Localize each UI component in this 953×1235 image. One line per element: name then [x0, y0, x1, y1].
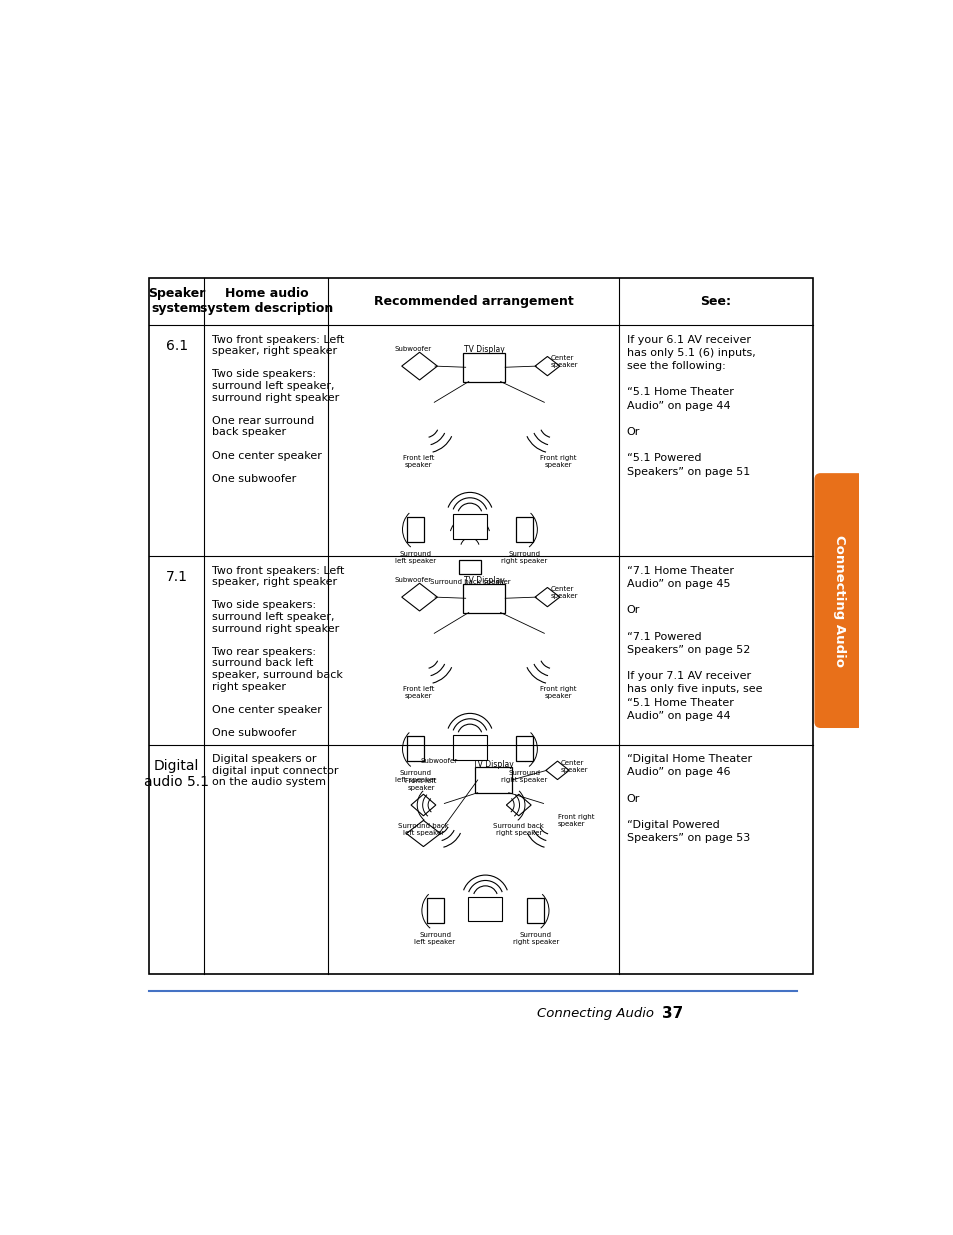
Text: Front right
speaker: Front right speaker	[539, 454, 576, 468]
Text: Surround back
left speaker: Surround back left speaker	[397, 824, 449, 836]
Text: Surround
left speaker: Surround left speaker	[414, 932, 456, 945]
Text: Surround
left speaker: Surround left speaker	[395, 551, 436, 564]
Text: 6.1: 6.1	[166, 340, 188, 353]
Text: Digital
audio 5.1: Digital audio 5.1	[144, 758, 209, 789]
Text: “Digital Home Theater
Audio” on page 46

Or

“Digital Powered
Speakers” on page : “Digital Home Theater Audio” on page 46 …	[626, 755, 751, 844]
Text: “7.1 Home Theater
Audio” on page 45

Or

“7.1 Powered
Speakers” on page 52

If y: “7.1 Home Theater Audio” on page 45 Or “…	[626, 566, 761, 721]
Bar	[462, 584, 505, 613]
Bar	[516, 736, 532, 761]
Bar	[474, 767, 511, 793]
Text: Surround
right speaker: Surround right speaker	[500, 771, 547, 783]
Text: Surround
right speaker: Surround right speaker	[512, 932, 558, 945]
Text: TV Display: TV Display	[463, 346, 504, 354]
Bar	[468, 897, 502, 921]
Text: 7.1: 7.1	[166, 571, 188, 584]
Text: Center
speaker: Center speaker	[550, 587, 578, 599]
Text: Connecting Audio: Connecting Audio	[537, 1007, 654, 1020]
Bar	[527, 898, 544, 923]
Bar	[407, 736, 424, 761]
Text: Center
speaker: Center speaker	[550, 356, 578, 368]
Bar	[149, 278, 812, 973]
Text: Subwoofer: Subwoofer	[420, 758, 457, 764]
Text: Two front speakers: Left
speaker, right speaker

Two side speakers:
surround lef: Two front speakers: Left speaker, right …	[212, 335, 344, 484]
Text: Front left
speaker: Front left speaker	[403, 685, 434, 699]
Text: Speaker
system: Speaker system	[148, 288, 205, 315]
Bar	[462, 353, 505, 382]
Bar	[458, 561, 480, 574]
Text: Surround
left speaker: Surround left speaker	[395, 771, 436, 783]
Bar	[453, 514, 486, 538]
Bar	[516, 517, 532, 542]
Text: Center
speaker: Center speaker	[560, 760, 587, 773]
Text: Front left
speaker: Front left speaker	[403, 454, 434, 468]
Text: TV Display: TV Display	[463, 577, 504, 585]
Text: Front right
speaker: Front right speaker	[539, 685, 576, 699]
Bar	[407, 517, 424, 542]
Text: 37: 37	[661, 1007, 682, 1021]
Text: Subwoofer: Subwoofer	[395, 577, 432, 583]
Text: Surround back
right speaker: Surround back right speaker	[493, 824, 543, 836]
Text: See:: See:	[700, 295, 731, 308]
Text: Front right
speaker: Front right speaker	[557, 814, 594, 827]
Text: Recommended arrangement: Recommended arrangement	[374, 295, 573, 308]
Text: TV Display: TV Display	[473, 760, 513, 768]
Text: Surround back speaker: Surround back speaker	[429, 579, 510, 584]
Text: Digital speakers or
digital input connector
on the audio system: Digital speakers or digital input connec…	[212, 755, 338, 788]
Text: Two front speakers: Left
speaker, right speaker

Two side speakers:
surround lef: Two front speakers: Left speaker, right …	[212, 566, 344, 739]
FancyBboxPatch shape	[814, 473, 863, 727]
Text: Front left
speaker: Front left speaker	[405, 778, 436, 792]
Text: Connecting Audio: Connecting Audio	[832, 535, 845, 667]
Bar	[453, 735, 486, 760]
Text: If your 6.1 AV receiver
has only 5.1 (6) inputs,
see the following:

“5.1 Home T: If your 6.1 AV receiver has only 5.1 (6)…	[626, 335, 755, 477]
Bar	[426, 898, 443, 923]
Text: Surround
right speaker: Surround right speaker	[500, 551, 547, 564]
Text: Home audio
system description: Home audio system description	[200, 288, 333, 315]
Text: Subwoofer: Subwoofer	[395, 346, 432, 352]
